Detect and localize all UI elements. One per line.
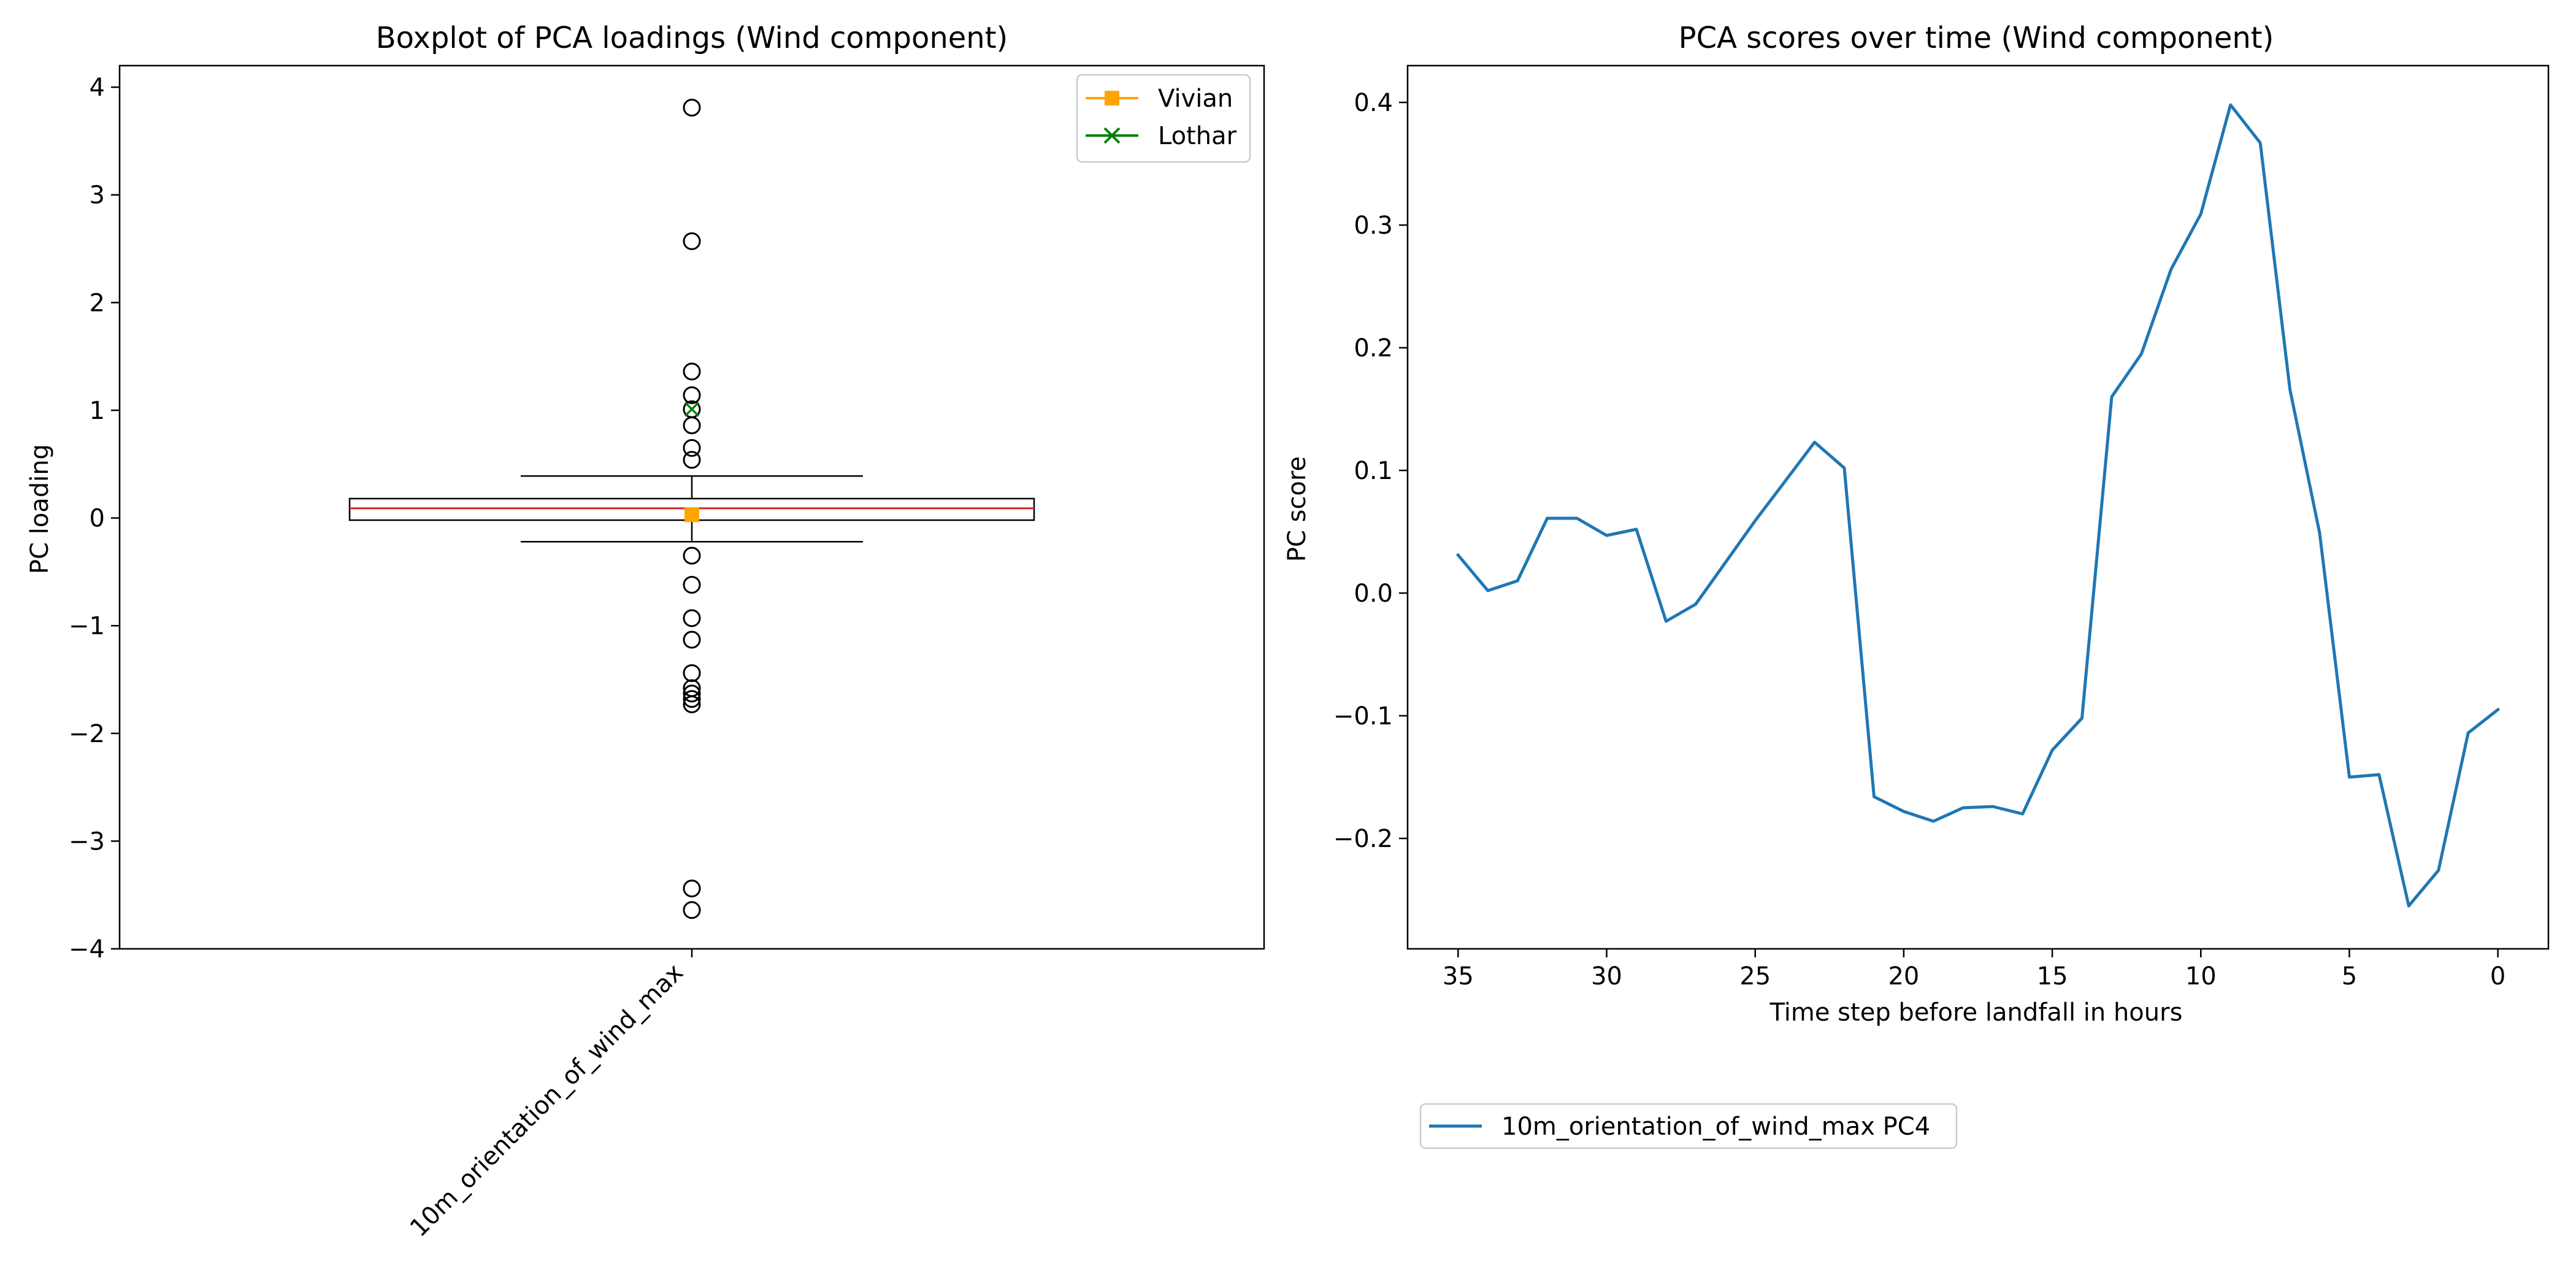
line-chart-y-ticks: −0.2 −0.1 0.0 0.1 0.2 0.3 0.4 [1333,89,1408,853]
line-chart-x-tick-label: 0 [2490,962,2505,991]
outlier-point [683,695,701,713]
outlier-point [683,664,701,682]
line-chart-y-tick-label: 0.1 [1354,457,1393,485]
line-chart-x-tick-label: 5 [2342,962,2357,991]
line-chart-x-tick-label: 10 [2185,962,2217,991]
outlier-point [683,880,701,898]
outlier-point [683,631,701,649]
line-chart-x-tick-label: 15 [2037,962,2068,991]
boxplot-y-tick-label: −4 [69,935,105,964]
boxplot-storm-markers [684,401,700,523]
outlier-point [683,690,701,708]
boxplot-y-tick-label: −2 [69,720,105,748]
line-chart-x-ticks: 35 30 25 20 15 10 5 0 [1443,949,2505,991]
boxplot-y-ticks: −4 −3 −2 −1 0 1 2 3 4 [69,74,120,964]
outlier-point [683,684,701,703]
line-chart-x-tick-label: 30 [1591,962,1622,991]
boxplot-y-tick-label: 4 [90,74,105,102]
boxplot-y-tick-label: 2 [90,289,105,317]
legend-vivian-label: Vivian [1158,85,1233,113]
line-chart-x-axis-label: Time step before landfall in hours [1769,999,2183,1027]
line-chart-y-axis-label: PC score [1283,456,1311,562]
vivian-marker [684,507,699,523]
line-chart-y-tick-label: −0.2 [1333,825,1393,853]
lothar-marker [684,401,700,417]
line-chart-axes-frame [1406,64,2550,950]
line-chart-panel: PCA scores over time (Wind component) PC… [1283,21,2550,1149]
outlier-point [683,416,701,435]
legend-lothar-label: Lothar [1158,122,1237,150]
outlier-point [683,901,701,919]
outlier-point [683,609,701,627]
line-chart-series [1455,103,2501,908]
legend-series-label: 10m_orientation_of_wind_max PC4 [1501,1113,1930,1141]
line-chart-x-tick-label: 35 [1443,962,1474,991]
boxplot-y-tick-label: 1 [90,397,105,425]
line-chart-y-tick-label: 0.4 [1354,89,1393,117]
legend-lothar-x-icon [1103,127,1121,144]
boxplot-axes-frame [118,64,1265,950]
line-chart-y-tick-label: 0.3 [1354,212,1393,240]
boxplot-outliers [683,98,701,919]
boxplot-y-tick-label: −3 [69,827,105,856]
boxplot-y-axis-label: PC loading [26,444,54,574]
outlier-point [683,362,701,381]
line-chart-legend-frame [1419,1103,1958,1149]
outlier-point [683,232,701,250]
series-line-pc4 [1455,103,2501,908]
legend-vivian-square-icon [1105,91,1119,105]
outlier-point [683,386,701,404]
outlier-point [683,439,701,457]
outlier-point [683,546,701,565]
outlier-point [683,451,701,469]
line-chart-title: PCA scores over time (Wind component) [1679,21,2274,55]
line-chart-legend: 10m_orientation_of_wind_max PC4 [1419,1103,1958,1149]
boxplot-x-tick-label: 10m_orientation_of_wind_max [405,959,689,1243]
line-chart-x-tick-label: 25 [1739,962,1771,991]
line-chart-y-tick-label: 0.0 [1354,580,1393,608]
outlier-point [683,98,701,117]
line-chart-y-tick-label: 0.2 [1354,334,1393,362]
boxplot-y-tick-label: 3 [90,182,105,210]
boxplot-y-tick-label: −1 [69,612,105,640]
boxplot-legend-frame [1076,74,1251,163]
boxplot-title: Boxplot of PCA loadings (Wind component) [376,21,1008,55]
outlier-point [683,575,701,594]
line-chart-y-tick-label: −0.1 [1333,702,1393,730]
boxplot-panel: Boxplot of PCA loadings (Wind component)… [26,21,1265,1243]
line-chart-x-tick-label: 20 [1888,962,1919,991]
boxplot-legend: Vivian Lothar [1076,74,1251,163]
boxplot-y-tick-label: 0 [90,505,105,533]
